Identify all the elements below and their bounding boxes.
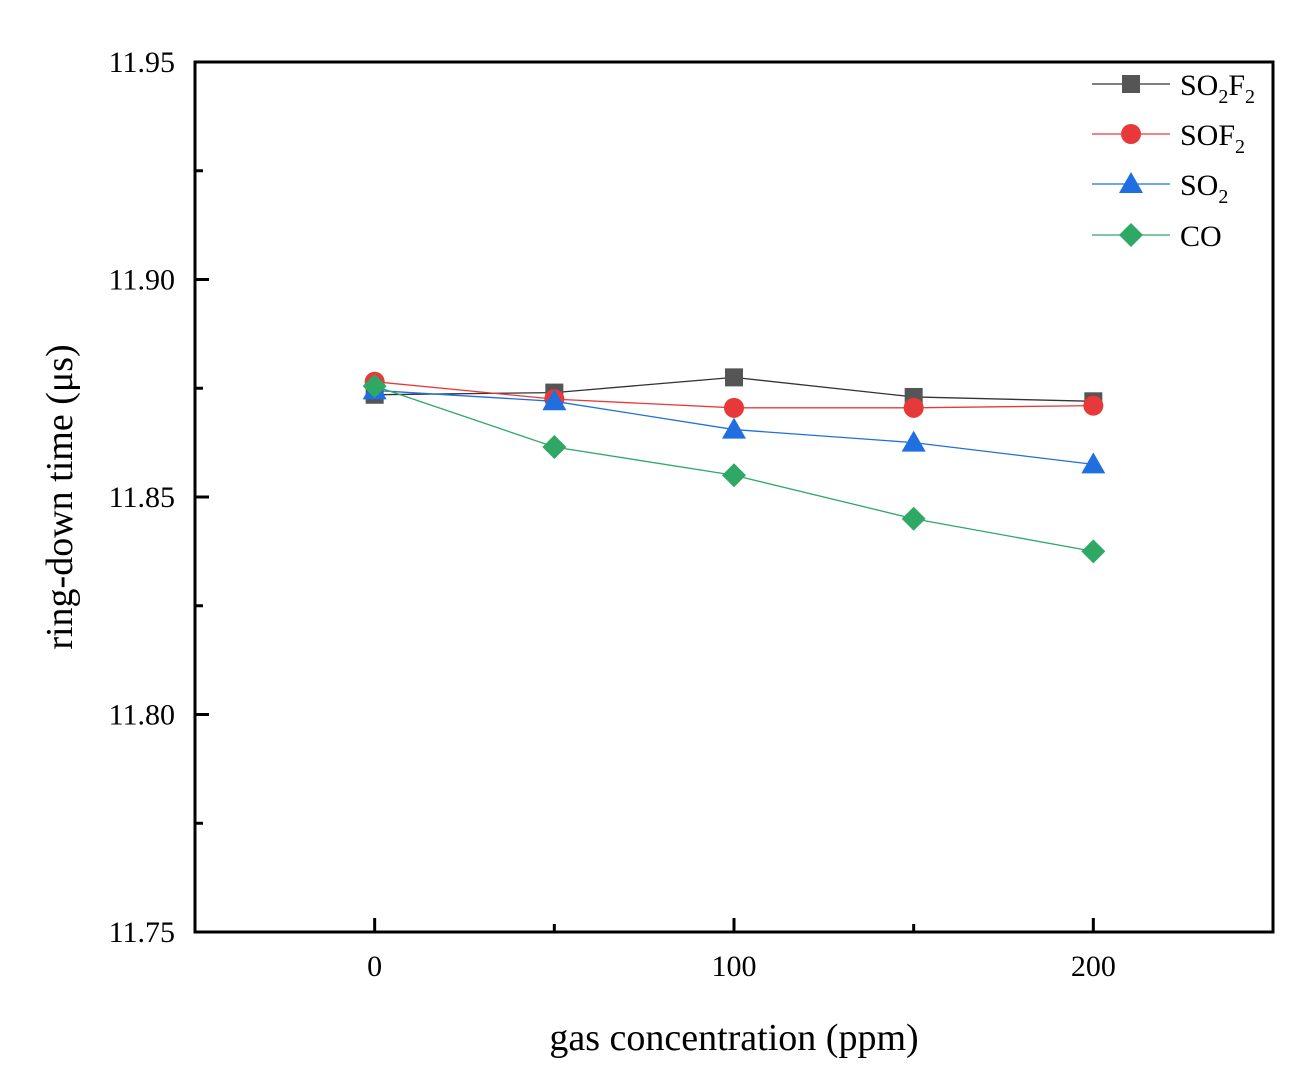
data-point [1081,539,1106,564]
series-so2 [362,378,1106,474]
legend-label: SOF2 [1180,119,1245,158]
data-point [901,430,926,452]
data-point [1083,395,1104,416]
y-axis-title: ring-down time (μs) [39,344,81,649]
data-point [901,506,926,531]
legend-item: SOF2 [1092,119,1245,158]
x-tick-label: 200 [1071,950,1116,983]
tick-labels: 11.75 11.80 11.85 11.90 11.95 0 100 200 [109,46,1116,983]
data-point [542,434,567,459]
data-point [724,397,744,418]
legend-item: CO [1092,220,1222,253]
legend-label: SO2F2 [1180,69,1255,108]
data-point [1081,452,1106,474]
plot-frame [193,60,1275,934]
data-point [362,374,387,399]
axis-ticks [195,60,1095,934]
y-tick-label: 11.90 [109,264,175,297]
legend-marker [1119,223,1143,247]
data-point [722,463,746,488]
legend: SO2F2 SOF2 SO2 CO [1092,69,1255,253]
data-point [903,397,924,418]
legend-marker [1122,75,1140,93]
data-point [722,417,746,439]
legend-label: CO [1180,220,1222,253]
legend-marker [1121,124,1141,144]
y-tick-label: 11.80 [109,699,175,732]
y-tick-label: 11.85 [109,481,175,514]
data-point [725,368,743,387]
y-tick-label: 11.75 [109,916,175,949]
series-co [362,374,1106,564]
x-tick-label: 0 [367,950,382,983]
legend-marker [1119,172,1143,193]
legend-item: SO2 [1092,169,1228,208]
series-layer [362,368,1106,564]
y-tick-label: 11.95 [109,46,175,79]
x-tick-label: 100 [712,950,757,983]
legend-label: SO2 [1180,169,1228,208]
data-point [542,389,567,411]
legend-item: SO2F2 [1092,69,1255,108]
x-axis-title: gas concentration (ppm) [549,1017,918,1059]
